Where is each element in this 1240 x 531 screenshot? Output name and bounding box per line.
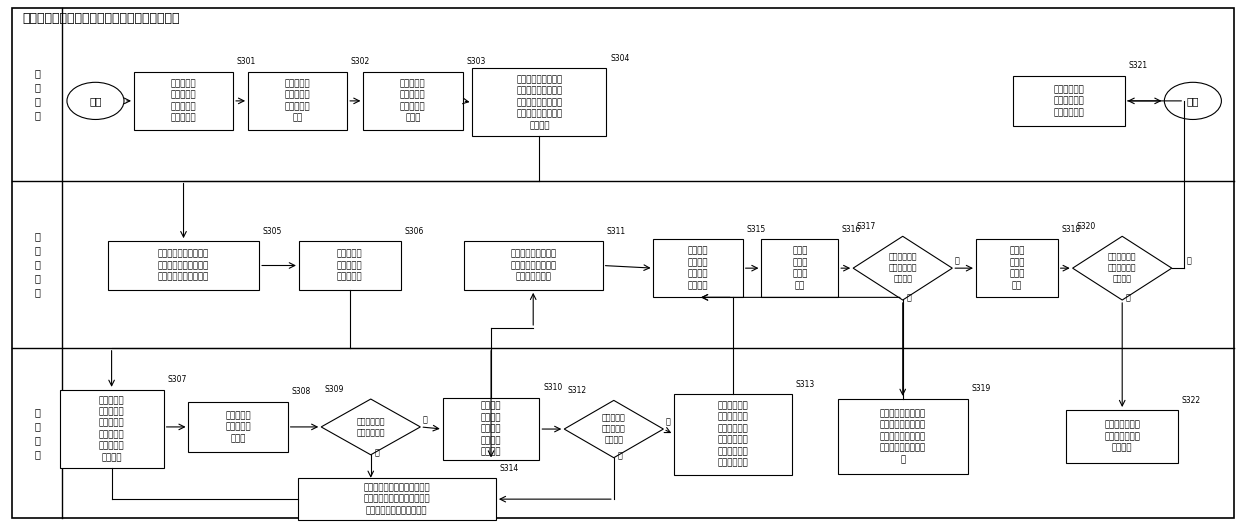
Text: S321: S321 [1128, 62, 1147, 70]
Bar [653, 239, 743, 297]
Text: 是: 是 [666, 417, 671, 426]
Text: S317: S317 [857, 222, 877, 231]
Text: S307: S307 [167, 375, 187, 384]
Text: 将工程资料数据以及所
述生成的二维码推送至
家庭宽带工程挂测系统: 将工程资料数据以及所 述生成的二维码推送至 家庭宽带工程挂测系统 [157, 250, 210, 281]
Text: S303: S303 [466, 57, 486, 66]
Text: S319: S319 [972, 384, 991, 393]
Text: S316: S316 [842, 225, 862, 234]
Text: 将所述获
取的现场
测试图像
进行保存: 将所述获 取的现场 测试图像 进行保存 [688, 246, 708, 290]
Text: S301: S301 [237, 57, 257, 66]
Text: S310: S310 [543, 383, 563, 392]
Polygon shape [321, 399, 420, 455]
Text: 针对待测
试末级分
光器的现
场二维码
进行扫描: 针对待测 试末级分 光器的现 场二维码 进行扫描 [481, 401, 501, 457]
Bar [464, 241, 603, 290]
Text: S313: S313 [796, 380, 815, 389]
Text: 由工程人员
将所述生成
的二维码进
行打印: 由工程人员 将所述生成 的二维码进 行打印 [401, 79, 425, 123]
Bar [298, 478, 496, 520]
Bar [1066, 410, 1178, 463]
Text: 由挂测人员
携带移动终
端和激活码: 由挂测人员 携带移动终 端和激活码 [337, 250, 362, 281]
Text: S304: S304 [610, 54, 630, 63]
Bar [761, 239, 838, 297]
Text: 提示工程施工人员对
所述线路进行整改，
并根据整改后的线路
重新进行线路质量挂
测: 提示工程施工人员对 所述线路进行整改， 并根据整改后的线路 重新进行线路质量挂 … [879, 409, 926, 464]
Text: 获取移动终
端自身的位
置信息: 获取移动终 端自身的位 置信息 [226, 411, 250, 443]
Text: 检测现场资
源信息校验
是否通过: 检测现场资 源信息校验 是否通过 [601, 414, 626, 444]
Ellipse shape [1164, 82, 1221, 119]
Text: S305: S305 [263, 227, 283, 236]
Text: 针对每一个
末级分光器
生成一个二
维码: 针对每一个 末级分光器 生成一个二 维码 [285, 79, 310, 123]
Text: 否: 否 [1126, 294, 1131, 303]
Text: S306: S306 [404, 227, 424, 236]
Bar [675, 394, 791, 475]
Text: 是: 是 [423, 415, 428, 424]
Text: 否: 否 [618, 451, 622, 460]
Text: 挂
测
工
程
师: 挂 测 工 程 师 [35, 231, 40, 297]
Text: 现
场
挂
测: 现 场 挂 测 [35, 407, 40, 459]
Text: S318: S318 [1061, 225, 1080, 234]
Text: 开始: 开始 [89, 96, 102, 106]
Text: 提示挂测人员需
要重新进行线路
质量挂测: 提示挂测人员需 要重新进行线路 质量挂测 [1105, 421, 1140, 452]
Bar [108, 241, 259, 290]
Text: 将工程资料
数据发送至
资源管理系
统进行保存: 将工程资料 数据发送至 资源管理系 统进行保存 [171, 79, 196, 123]
Text: 在工程建设时期，由
工程施工人员将打印
的二维码对应粘贴在
末级分光器对应的光
交箱外侧: 在工程建设时期，由 工程施工人员将打印 的二维码对应粘贴在 末级分光器对应的光 … [516, 75, 563, 130]
Text: S311: S311 [606, 227, 625, 236]
Bar [248, 72, 347, 130]
Polygon shape [1073, 236, 1172, 300]
Bar [472, 68, 606, 136]
Text: 根据扫描的结果，获
取待测试末级分光器
的现场资源信息: 根据扫描的结果，获 取待测试末级分光器 的现场资源信息 [510, 250, 557, 281]
Text: 判断验收结果
是否满足预设
验收标准: 判断验收结果 是否满足预设 验收标准 [1109, 253, 1136, 284]
Text: 获取待测试末
级分光器的现
场测试图像，
并启动待测试
末级分光器的
线路质量测试: 获取待测试末 级分光器的现 场测试图像， 并启动待测试 末级分光器的 线路质量测… [718, 401, 748, 467]
Text: S320: S320 [1076, 222, 1096, 231]
Bar [443, 398, 539, 460]
Text: S312: S312 [568, 386, 587, 395]
Text: 检测位置信息
校验是否通过: 检测位置信息 校验是否通过 [357, 417, 384, 437]
Text: 一种家庭宽带工程挂测系统的操作流程示意图：: 一种家庭宽带工程挂测系统的操作流程示意图： [22, 12, 180, 25]
Text: S302: S302 [351, 57, 371, 66]
Text: 否: 否 [374, 449, 379, 457]
Text: 资
源
数
据: 资 源 数 据 [35, 68, 40, 120]
Bar [1013, 75, 1125, 126]
Text: 是: 是 [955, 256, 960, 266]
Bar [363, 72, 463, 130]
Bar [60, 390, 164, 468]
Text: 结束: 结束 [1187, 96, 1199, 106]
Text: 由挂测人员
确认待测试
末级分光器
现场位置，
并通过宽带
连接网络: 由挂测人员 确认待测试 末级分光器 现场位置， 并通过宽带 连接网络 [99, 396, 124, 462]
Polygon shape [853, 236, 952, 300]
Text: S309: S309 [325, 385, 345, 394]
Bar [299, 241, 401, 290]
Text: 获取线
路质量
的测试
结果: 获取线 路质量 的测试 结果 [792, 246, 807, 290]
Bar [134, 72, 233, 130]
Text: S322: S322 [1182, 396, 1200, 405]
Text: 判断测试结果
是否满足预设
达标范围: 判断测试结果 是否满足预设 达标范围 [889, 253, 916, 284]
Text: 将验收结果发
送至资源管理
系统进行保存: 将验收结果发 送至资源管理 系统进行保存 [1054, 85, 1084, 117]
Polygon shape [564, 400, 663, 458]
Text: 由工程
验收人
员进行
验收: 由工程 验收人 员进行 验收 [1009, 246, 1024, 290]
Bar [976, 239, 1058, 297]
Text: S308: S308 [291, 388, 311, 396]
Bar [838, 399, 967, 474]
Text: S314: S314 [500, 464, 520, 473]
Ellipse shape [67, 82, 124, 119]
Bar [188, 401, 288, 452]
Text: 是: 是 [1187, 256, 1192, 266]
Text: 待测试末级分光器的现场位置
错误，由挂测人员重新确认待
测试末级分光器的现场位置: 待测试末级分光器的现场位置 错误，由挂测人员重新确认待 测试末级分光器的现场位置 [363, 483, 430, 515]
Text: 否: 否 [906, 294, 911, 303]
Text: S315: S315 [746, 225, 766, 234]
